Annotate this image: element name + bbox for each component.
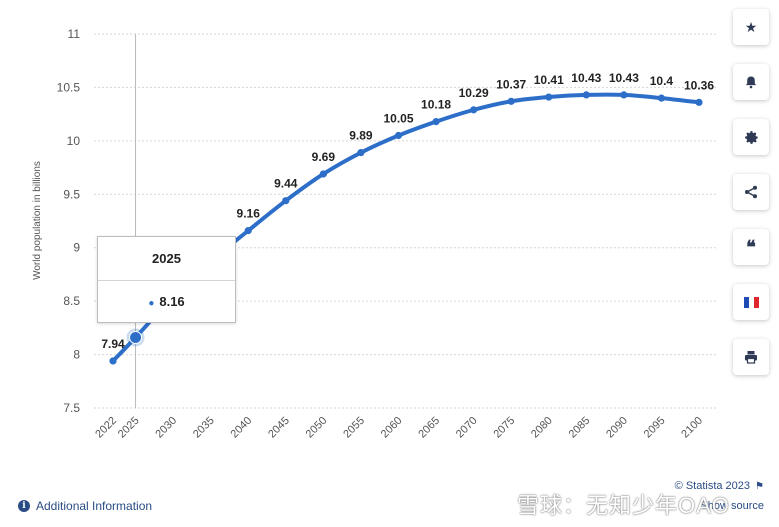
y-tick-labels: 7.5 8 8.5 9 9.5 10 10.5 11 [57,27,81,415]
data-point [657,94,666,102]
data-point [507,97,515,105]
tooltip-value: 8.16 [159,294,185,309]
data-point [319,170,327,178]
notification-button[interactable] [733,64,769,100]
share-button[interactable] [733,174,769,210]
additional-information-link[interactable]: i Additional Information [18,499,152,513]
data-label: 9.69 [312,150,336,164]
x-tick-label: 2055 [341,415,367,441]
data-point [109,357,117,365]
data-point [620,91,628,99]
y-tick-label: 10 [67,134,81,148]
tooltip-value-row: ● 8.16 [98,281,235,322]
language-button[interactable] [733,284,769,320]
data-point [470,106,478,114]
data-label: 10.36 [684,78,714,92]
favorite-button[interactable]: ★ [733,9,769,45]
data-label: 10.18 [421,98,451,112]
x-tick-label: 2090 [604,415,630,441]
x-tick-label: 2040 [229,415,255,441]
data-label: 9.16 [237,207,261,221]
statista-credit[interactable]: © Statista 2023 [674,480,751,492]
star-icon: ★ [744,18,758,35]
y-tick-label: 8.5 [63,294,80,308]
data-label: 10.05 [383,112,413,126]
x-tick-label: 2070 [454,415,480,441]
data-labels: 7.94 9.16 9.44 9.69 9.89 10.05 10.18 10.29 10.37… [101,71,714,351]
y-tick-label: 10.5 [57,80,81,94]
x-tick-label: 2030 [153,415,179,441]
data-label: 10.41 [534,73,564,87]
gridlines [94,33,717,409]
y-tick-label: 9.5 [63,187,80,201]
x-tick-label: 2065 [416,415,442,441]
data-label: 10.37 [496,77,526,91]
data-point [432,118,440,126]
x-tick-label: 2085 [567,415,593,441]
x-tick-label: 2100 [679,415,705,441]
x-tick-label: 2022 [93,415,119,441]
data-label: 10.43 [571,71,601,85]
french-flag-icon [743,296,759,308]
credit-row: © Statista 2023 ⚑ [675,480,764,492]
y-tick-label: 9 [73,241,80,255]
settings-button[interactable] [733,119,769,155]
data-label: 7.94 [101,337,125,351]
x-tick-label: 2025 [116,415,142,441]
cite-button[interactable]: ❝ [733,229,769,265]
y-axis-label: World population in billions [2,120,72,320]
data-point [357,149,365,157]
share-icon [745,185,757,199]
data-point [695,98,703,106]
tooltip: 2025 ● 8.16 [97,236,236,323]
y-tick-label: 11 [68,27,81,41]
series-dot-icon: ● [148,298,155,309]
printer-icon [745,351,757,364]
x-tick-label: 2075 [492,415,518,441]
x-tick-label: 2035 [191,415,217,441]
data-label: 9.44 [274,177,298,191]
x-tick-label: 2080 [529,415,555,441]
info-icon: i [18,500,30,512]
x-tick-label: 2095 [642,415,668,441]
side-toolbar: ★ ❝ [733,9,773,394]
data-label: 9.89 [349,129,373,143]
watermark: 雪球：无知少年OAO [517,493,730,518]
quote-icon: ❝ [746,236,756,257]
x-tick-label: 2050 [304,415,330,441]
y-tick-label: 8 [73,348,80,362]
x-tick-label: 2045 [266,415,292,441]
data-label: 10.43 [609,71,639,85]
data-point [129,330,143,344]
gear-icon [744,130,758,144]
flag-icon: ⚑ [755,480,764,492]
data-point [394,131,403,140]
source-footer: © Statista 2023 ⚑ Show source [675,480,764,512]
data-point [582,91,590,99]
print-button[interactable] [733,339,769,375]
data-label: 10.29 [459,86,489,100]
data-label: 10.4 [650,74,674,88]
data-point [545,93,553,101]
x-tick-label: 2060 [379,415,405,441]
y-tick-label: 7.5 [63,401,80,415]
data-point [282,197,290,205]
bell-icon [745,76,757,89]
show-source-link[interactable]: Show source [700,500,764,512]
y-axis-label-text: World population in billions [31,160,43,280]
data-point [244,227,252,235]
additional-information-label: Additional Information [36,499,153,513]
tooltip-title: 2025 [98,237,235,281]
